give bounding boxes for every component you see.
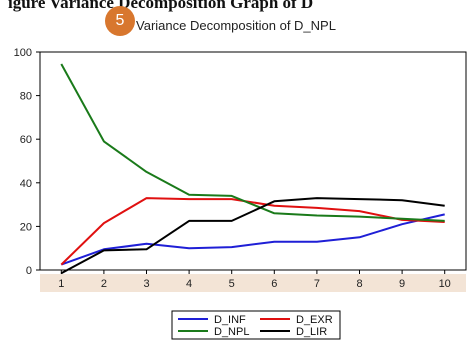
x-tick-label: 1: [58, 278, 64, 290]
x-tick-label: 6: [271, 278, 277, 290]
y-tick-label: 0: [26, 265, 32, 277]
legend-label-d-lir: D_LIR: [296, 326, 327, 338]
series-line-d-inf: [60, 213, 445, 266]
x-tick-label: 3: [143, 278, 149, 290]
y-tick-label: 80: [20, 91, 32, 103]
x-tick-label: 4: [186, 278, 192, 290]
x-tick-label: 9: [399, 278, 405, 290]
series-line-d-lir: [60, 197, 445, 275]
y-tick-label: 40: [20, 178, 32, 190]
legend-label-d-exr: D_EXR: [296, 314, 333, 326]
series-line-d-npl: [60, 63, 445, 222]
x-tick-label: 5: [229, 278, 235, 290]
x-tick-label: 10: [439, 278, 451, 290]
figure-heading: igure Variance Decomposition Graph of D: [8, 0, 314, 12]
y-tick-label: 100: [14, 47, 32, 59]
series-line-d-exr: [60, 197, 445, 266]
plot-frame: [39, 51, 467, 271]
step-badge: 5: [105, 6, 135, 36]
chart-title: Variance Decomposition of D_NPL: [136, 18, 336, 33]
x-tick-label: 8: [356, 278, 362, 290]
x-tick-label: 7: [314, 278, 320, 290]
x-tick-band: [40, 274, 466, 292]
legend-label-d-npl: D_NPL: [214, 326, 249, 338]
y-tick-label: 60: [20, 134, 32, 146]
legend-label-d-inf: D_INF: [214, 314, 246, 326]
legend-box: [171, 310, 341, 340]
x-tick-label: 2: [101, 278, 107, 290]
y-tick-label: 20: [20, 221, 32, 233]
